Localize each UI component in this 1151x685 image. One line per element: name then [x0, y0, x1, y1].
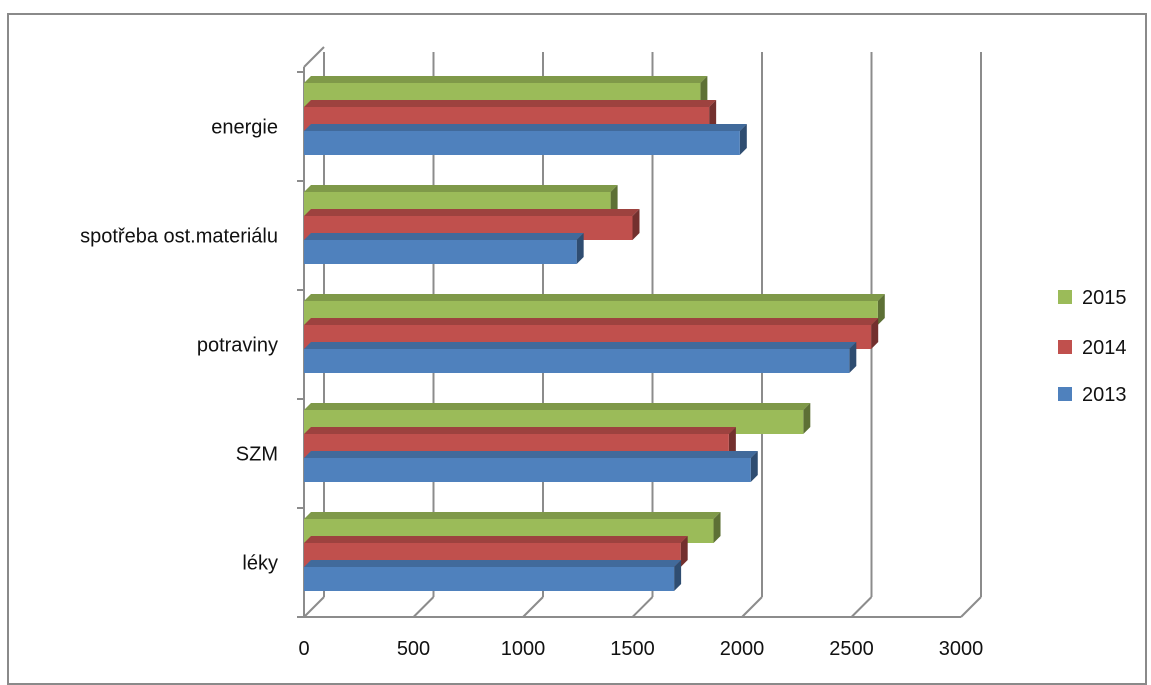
bar-top-2013 — [304, 233, 584, 240]
x-tick-label: 2000 — [720, 638, 765, 660]
bar-top-2013 — [304, 560, 682, 567]
category-label: spotřeba ost.materiálu — [80, 226, 278, 248]
floor-gridline-1000 — [522, 596, 544, 618]
bar-top-2015 — [304, 403, 811, 410]
x-tick-label: 1000 — [501, 638, 546, 660]
bar-top-2013 — [304, 342, 857, 349]
bar-side-2014 — [728, 427, 736, 458]
floor-gridline-1500 — [631, 596, 654, 618]
x-tick-label: 0 — [298, 638, 309, 660]
bar-side-2014 — [632, 209, 640, 240]
bar-top-2015 — [304, 185, 618, 192]
legend-label-2014: 2014 — [1082, 337, 1127, 359]
bar-side-2013 — [576, 233, 584, 264]
bar-side-2014 — [709, 100, 717, 131]
bar-top-2015 — [304, 512, 721, 519]
bar-side-2014 — [871, 318, 879, 349]
floor-gridline-3000 — [960, 596, 982, 618]
x-tick-label: 2500 — [829, 638, 874, 660]
bar-top-2015 — [304, 294, 885, 301]
bar-top-2014 — [304, 318, 879, 325]
x-tick-label: 1500 — [610, 638, 655, 660]
bar-2013-2 — [304, 349, 850, 373]
floor-gridline-2500 — [850, 596, 873, 618]
bar-side-2015 — [713, 512, 721, 543]
legend-label-2015: 2015 — [1082, 287, 1127, 309]
bar-2013-3 — [304, 240, 577, 264]
floor-gridline-500 — [412, 596, 435, 618]
category-label: léky — [242, 553, 278, 575]
bar-2013-4 — [304, 131, 740, 155]
legend-label-2013: 2013 — [1082, 384, 1127, 406]
bar-side-2013 — [674, 560, 682, 591]
bar-side-2013 — [750, 451, 758, 482]
top-diagonal — [303, 46, 325, 68]
bar-side-2013 — [849, 342, 857, 373]
legend-swatch-2013 — [1058, 387, 1072, 401]
bar-side-2015 — [803, 403, 811, 434]
bar-2013-1 — [304, 458, 751, 482]
bar-top-2014 — [304, 100, 717, 107]
bar-top-2014 — [304, 427, 736, 434]
bar-side-2015 — [610, 185, 618, 216]
bar-side-2015 — [700, 76, 708, 107]
bar-top-2015 — [304, 76, 708, 83]
legend-swatch-2014 — [1058, 340, 1072, 354]
category-label: SZM — [236, 444, 278, 466]
bar-top-2014 — [304, 536, 688, 543]
bar-side-2013 — [739, 124, 747, 155]
x-tick-label: 500 — [397, 638, 430, 660]
bar-2013-0 — [304, 567, 675, 591]
legend-swatch-2015 — [1058, 290, 1072, 304]
floor-gridline-0 — [303, 596, 325, 618]
floor-gridline-2000 — [741, 596, 763, 618]
bar-top-2014 — [304, 209, 640, 216]
category-label: potraviny — [197, 335, 278, 357]
bar-side-2015 — [877, 294, 885, 325]
bar-top-2013 — [304, 451, 758, 458]
x-tick-label: 3000 — [939, 638, 984, 660]
category-label: energie — [211, 117, 278, 139]
bar-top-2013 — [304, 124, 747, 131]
bar-side-2014 — [680, 536, 688, 567]
